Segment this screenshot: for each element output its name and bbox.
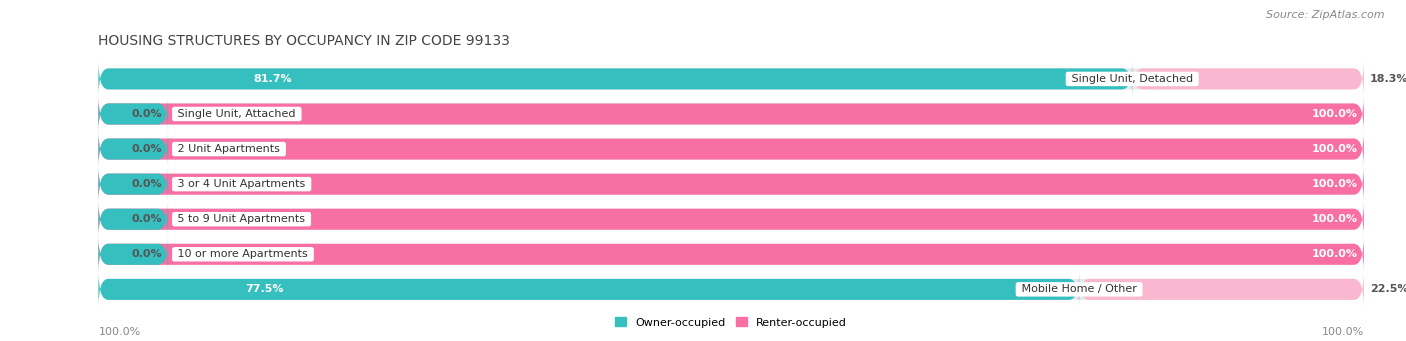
FancyBboxPatch shape bbox=[98, 167, 1364, 202]
Text: Single Unit, Attached: Single Unit, Attached bbox=[174, 109, 299, 119]
Text: 22.5%: 22.5% bbox=[1369, 284, 1406, 294]
Text: 0.0%: 0.0% bbox=[131, 109, 162, 119]
FancyBboxPatch shape bbox=[98, 61, 1364, 97]
Text: 0.0%: 0.0% bbox=[131, 249, 162, 259]
Text: 100.0%: 100.0% bbox=[1322, 327, 1364, 337]
Text: 0.0%: 0.0% bbox=[131, 144, 162, 154]
FancyBboxPatch shape bbox=[98, 237, 1364, 272]
Text: 2 Unit Apartments: 2 Unit Apartments bbox=[174, 144, 284, 154]
Text: Single Unit, Detached: Single Unit, Detached bbox=[1069, 74, 1197, 84]
Text: Mobile Home / Other: Mobile Home / Other bbox=[1018, 284, 1140, 294]
FancyBboxPatch shape bbox=[98, 132, 1364, 167]
FancyBboxPatch shape bbox=[98, 132, 1364, 167]
FancyBboxPatch shape bbox=[98, 97, 1364, 132]
FancyBboxPatch shape bbox=[98, 237, 1364, 272]
Text: 10 or more Apartments: 10 or more Apartments bbox=[174, 249, 312, 259]
Text: 100.0%: 100.0% bbox=[1312, 214, 1358, 224]
Text: 100.0%: 100.0% bbox=[98, 327, 141, 337]
FancyBboxPatch shape bbox=[1078, 272, 1364, 307]
Text: 81.7%: 81.7% bbox=[253, 74, 292, 84]
FancyBboxPatch shape bbox=[98, 61, 1132, 97]
FancyBboxPatch shape bbox=[1132, 61, 1364, 97]
FancyBboxPatch shape bbox=[98, 132, 169, 167]
Text: HOUSING STRUCTURES BY OCCUPANCY IN ZIP CODE 99133: HOUSING STRUCTURES BY OCCUPANCY IN ZIP C… bbox=[98, 34, 510, 48]
Text: Source: ZipAtlas.com: Source: ZipAtlas.com bbox=[1267, 10, 1385, 20]
FancyBboxPatch shape bbox=[98, 202, 1364, 237]
FancyBboxPatch shape bbox=[98, 202, 1364, 237]
Text: 100.0%: 100.0% bbox=[1312, 179, 1358, 189]
Text: 5 to 9 Unit Apartments: 5 to 9 Unit Apartments bbox=[174, 214, 309, 224]
Legend: Owner-occupied, Renter-occupied: Owner-occupied, Renter-occupied bbox=[610, 313, 852, 332]
Text: 0.0%: 0.0% bbox=[131, 179, 162, 189]
Text: 18.3%: 18.3% bbox=[1369, 74, 1406, 84]
Text: 3 or 4 Unit Apartments: 3 or 4 Unit Apartments bbox=[174, 179, 309, 189]
Text: 0.0%: 0.0% bbox=[131, 214, 162, 224]
FancyBboxPatch shape bbox=[98, 97, 1364, 132]
FancyBboxPatch shape bbox=[98, 272, 1364, 307]
Text: 100.0%: 100.0% bbox=[1312, 249, 1358, 259]
Text: 100.0%: 100.0% bbox=[1312, 109, 1358, 119]
FancyBboxPatch shape bbox=[98, 237, 169, 272]
FancyBboxPatch shape bbox=[98, 97, 169, 132]
FancyBboxPatch shape bbox=[98, 202, 169, 237]
FancyBboxPatch shape bbox=[98, 167, 169, 202]
FancyBboxPatch shape bbox=[98, 167, 1364, 202]
Text: 77.5%: 77.5% bbox=[246, 284, 284, 294]
FancyBboxPatch shape bbox=[98, 272, 1078, 307]
Text: 100.0%: 100.0% bbox=[1312, 144, 1358, 154]
